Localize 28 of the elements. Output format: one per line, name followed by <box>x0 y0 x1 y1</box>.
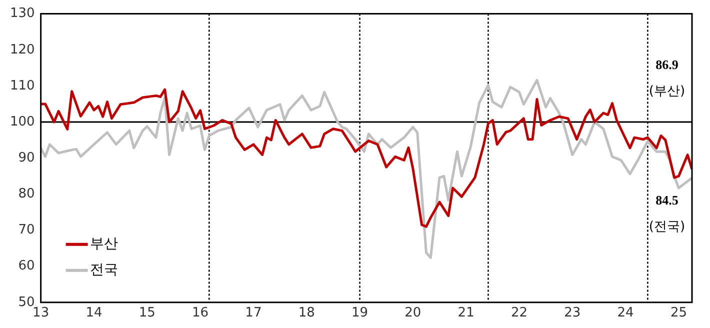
y-tick-label: 100 <box>10 114 35 130</box>
annotation: 86.9 <box>656 57 679 72</box>
x-tick-label: 13 <box>32 306 50 321</box>
annotation: (부산) <box>648 84 686 100</box>
annotation: (전국) <box>648 220 686 235</box>
x-tick-label: 22 <box>510 306 528 321</box>
x-tick-label: 24 <box>617 306 634 321</box>
x-tick-label: 23 <box>564 306 581 321</box>
y-tick-label: 60 <box>18 258 35 274</box>
x-tick-label: 25 <box>670 306 687 321</box>
y-tick-label: 120 <box>10 42 35 58</box>
x-tick-label: 17 <box>245 306 262 321</box>
y-tick-label: 110 <box>10 78 35 94</box>
y-tick-label: 130 <box>10 6 35 22</box>
legend-label: 전국 <box>90 262 118 278</box>
legend-label: 부산 <box>90 236 118 252</box>
x-tick-label: 14 <box>86 306 102 321</box>
x-tick-label: 21 <box>458 306 474 321</box>
x-tick-label: 20 <box>404 306 422 321</box>
x-tick-label: 18 <box>298 306 315 321</box>
x-tick-label: 15 <box>138 306 156 321</box>
y-tick-label: 50 <box>18 294 35 310</box>
x-tick-label: 19 <box>351 306 368 321</box>
x-tick-label: 16 <box>192 306 209 321</box>
y-tick-label: 80 <box>18 186 35 202</box>
y-tick-label: 90 <box>18 150 35 166</box>
annotation: 84.5 <box>656 192 679 208</box>
y-tick-label: 70 <box>18 222 35 238</box>
